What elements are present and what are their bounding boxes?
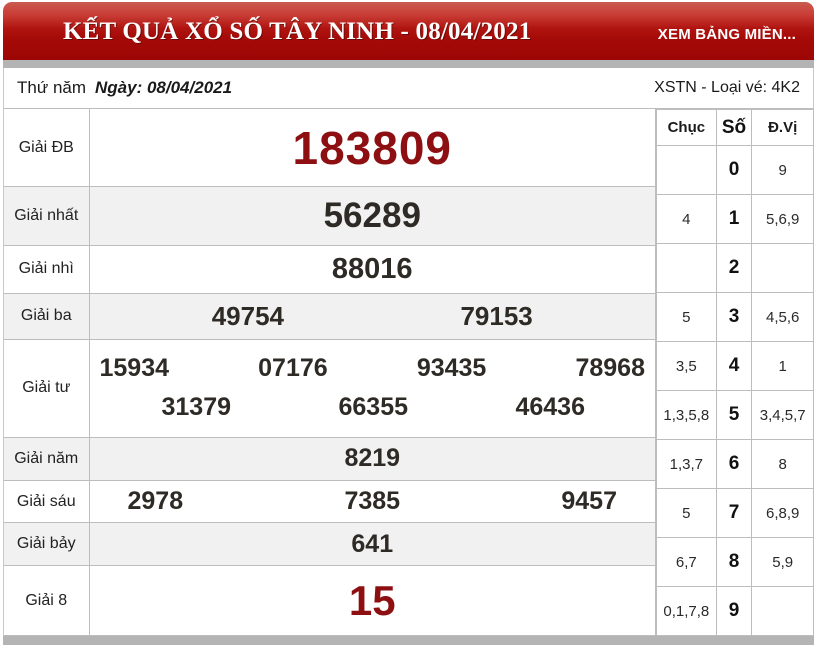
draw-date-label: Ngày: 08/04/2021 xyxy=(95,78,233,97)
loto-row: 0 9 xyxy=(656,145,814,195)
prize-row-bay: Giải bảy 641 xyxy=(4,522,656,567)
loto-cell-donvi: 6,8,9 xyxy=(751,488,814,538)
prize-number: 2978 xyxy=(127,487,184,515)
prize-label-tam: Giải 8 xyxy=(4,565,90,636)
loto-cell-donvi xyxy=(751,243,814,293)
loto-row: 1,3,5,8 5 3,4,5,7 xyxy=(656,390,814,440)
prize-label-nhat: Giải nhất xyxy=(4,186,90,246)
prize-number: 78968 xyxy=(575,354,645,383)
prize-value-nhi: 88016 xyxy=(89,245,656,295)
prize-label-nam: Giải năm xyxy=(4,437,90,481)
loto-cell-donvi: 5,6,9 xyxy=(751,194,814,244)
prize-row-tam: Giải 8 15 xyxy=(4,565,656,636)
loto-header-row: Chục Số Đ.Vị xyxy=(656,109,814,146)
prize-number: 46436 xyxy=(515,393,585,422)
loto-cell-so: 0 xyxy=(715,145,753,195)
loto-cell-donvi: 9 xyxy=(751,145,814,195)
loto-row: 5 7 6,8,9 xyxy=(656,488,814,538)
prize-number: 9457 xyxy=(561,487,617,515)
loto-cell-chuc: 5 xyxy=(656,488,717,538)
loto-row: 6,7 8 5,9 xyxy=(656,537,814,587)
view-region-table-link[interactable]: XEM BẢNG MIỀN... xyxy=(657,26,796,43)
loto-header-donvi: Đ.Vị xyxy=(751,109,814,146)
results-table: Giải ĐB 183809 Giải nhất 56289 Giải nhì … xyxy=(3,109,656,636)
loto-cell-chuc: 3,5 xyxy=(656,341,717,391)
loto-cell-donvi: 8 xyxy=(751,439,814,489)
prize-row-tu: Giải tư 15934 07176 93435 78968 31379 66… xyxy=(4,339,656,438)
loto-cell-so: 8 xyxy=(715,537,753,587)
prize-number: 7385 xyxy=(344,487,401,515)
loto-cell-so: 9 xyxy=(715,586,753,636)
prize-row-nhi: Giải nhì 88016 xyxy=(4,245,656,295)
prize-number: 15934 xyxy=(99,354,170,383)
prize-values-ba: 49754 79153 xyxy=(89,293,656,340)
prize-row-nam: Giải năm 8219 xyxy=(4,437,656,481)
loto-row: 1,3,7 6 8 xyxy=(656,439,814,489)
loto-cell-donvi: 1 xyxy=(751,341,814,391)
loto-cell-so: 5 xyxy=(715,390,753,440)
prize-value-nhat: 56289 xyxy=(89,186,656,246)
loto-cell-donvi: 3,4,5,7 xyxy=(751,390,814,440)
prize-label-nhi: Giải nhì xyxy=(4,245,90,295)
loto-cell-so: 1 xyxy=(715,194,753,244)
loto-row: 5 3 4,5,6 xyxy=(656,292,814,342)
loto-row: 2 xyxy=(656,243,814,293)
prize-value-bay: 641 xyxy=(89,522,656,567)
prize-value-nam: 8219 xyxy=(89,437,656,481)
subheader-bar: Thứ năm Ngày: 08/04/2021 XSTN - Loại vé: … xyxy=(3,68,814,109)
prize-row-db: Giải ĐB 183809 xyxy=(4,109,656,188)
loto-cell-chuc: 6,7 xyxy=(656,537,717,587)
loto-cell-donvi: 5,9 xyxy=(751,537,814,587)
prize-label-sau: Giải sáu xyxy=(4,480,90,524)
loto-cell-chuc: 1,3,7 xyxy=(656,439,717,489)
loto-table: Chục Số Đ.Vị 0 9 4 1 5,6,9 2 xyxy=(656,109,814,644)
loto-cell-so: 3 xyxy=(715,292,753,342)
prize-label-ba: Giải ba xyxy=(4,293,90,340)
banner-bottom-strip xyxy=(3,60,814,68)
prize-row-sau: Giải sáu 2978 7385 9457 xyxy=(4,480,656,524)
prize-number: 49754 xyxy=(211,300,285,331)
loto-cell-chuc: 5 xyxy=(656,292,717,342)
prize-label-db: Giải ĐB xyxy=(4,109,90,188)
prize-value-db: 183809 xyxy=(89,109,656,188)
page-bottom-bar xyxy=(3,636,814,645)
page-title: KẾT QUẢ XỔ SỐ TÂY NINH - 08/04/2021 xyxy=(63,18,532,45)
loto-row: 0,1,7,8 9 xyxy=(656,586,814,636)
prize-row-ba: Giải ba 49754 79153 xyxy=(4,293,656,340)
loto-cell-donvi xyxy=(751,586,814,636)
subheader-left: Thứ năm Ngày: 08/04/2021 xyxy=(17,78,232,98)
loto-row: 4 1 5,6,9 xyxy=(656,194,814,244)
loto-cell-chuc: 0,1,7,8 xyxy=(656,586,717,636)
prize-number: 66355 xyxy=(338,393,409,422)
loto-cell-chuc xyxy=(656,243,717,293)
prize-number: 93435 xyxy=(416,354,487,383)
prize-value-tam: 15 xyxy=(89,565,656,636)
loto-cell-donvi: 4,5,6 xyxy=(751,292,814,342)
loto-header-chuc: Chục xyxy=(656,109,717,146)
loto-cell-chuc xyxy=(656,145,717,195)
prize-label-bay: Giải bảy xyxy=(4,522,90,567)
loto-cell-so: 6 xyxy=(715,439,753,489)
loto-row: 3,5 4 1 xyxy=(656,341,814,391)
loto-header-so: Số xyxy=(715,109,753,146)
loto-cell-so: 2 xyxy=(715,243,753,293)
weekday-label: Thứ năm xyxy=(17,78,87,97)
prize-number: 31379 xyxy=(161,393,232,422)
loto-cell-so: 4 xyxy=(715,341,753,391)
loto-cell-so: 7 xyxy=(715,488,753,538)
page-banner: KẾT QUẢ XỔ SỐ TÂY NINH - 08/04/2021 XEM … xyxy=(3,2,814,60)
prize-number: 07176 xyxy=(258,354,328,383)
loto-cell-chuc: 1,3,5,8 xyxy=(656,390,717,440)
prize-values-sau: 2978 7385 9457 xyxy=(89,480,656,524)
loto-cell-chuc: 4 xyxy=(656,194,717,244)
prize-label-tu: Giải tư xyxy=(4,339,90,438)
ticket-info-label: XSTN - Loại vé: 4K2 xyxy=(654,79,800,96)
prize-values-tu: 15934 07176 93435 78968 31379 66355 4643… xyxy=(89,339,656,438)
prize-number: 79153 xyxy=(460,300,533,331)
prize-row-nhat: Giải nhất 56289 xyxy=(4,186,656,246)
